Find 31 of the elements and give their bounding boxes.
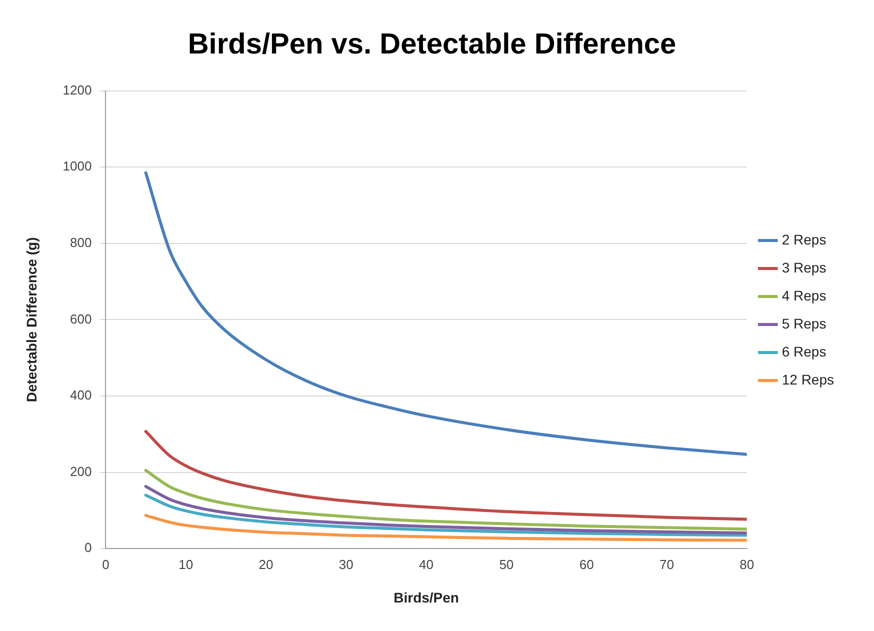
x-tick-label: 80 [740, 556, 754, 572]
x-axis-title: Birds/Pen [394, 589, 459, 606]
x-tick-label: 10 [178, 556, 194, 572]
y-tick-label: 1000 [62, 158, 92, 174]
x-tick-label: 30 [338, 556, 354, 572]
legend-label: 5 Reps [782, 315, 826, 332]
chart-title: Birds/Pen vs. Detectable Difference [188, 28, 676, 60]
x-tick-label: 50 [499, 556, 514, 572]
y-tick-label: 200 [70, 464, 92, 479]
x-tick-label: 70 [659, 556, 674, 572]
legend-label: 4 Reps [782, 287, 826, 304]
x-tick-label: 40 [419, 556, 434, 572]
line-series [144, 494, 747, 537]
line-series [144, 468, 747, 531]
y-tick-label: 0 [84, 540, 92, 556]
y-tick-label: 400 [70, 388, 92, 403]
legend-label: 2 Reps [782, 231, 826, 248]
line-series [144, 430, 747, 521]
legend-label: 3 Reps [782, 259, 826, 276]
x-tick-label: 20 [258, 556, 274, 572]
y-tick-label: 800 [70, 234, 92, 250]
x-tick-label: 0 [102, 556, 110, 572]
legend-label: 6 Reps [782, 343, 826, 360]
x-tick-label: 60 [579, 556, 594, 572]
legend-label: 12 Reps [782, 371, 834, 388]
line-series [144, 171, 747, 456]
y-tick-label: 1200 [62, 82, 92, 98]
line-series [144, 484, 747, 534]
y-tick-label: 600 [70, 311, 92, 326]
line-series [144, 514, 747, 542]
y-axis-title: Detectable Difference (g) [23, 237, 40, 402]
